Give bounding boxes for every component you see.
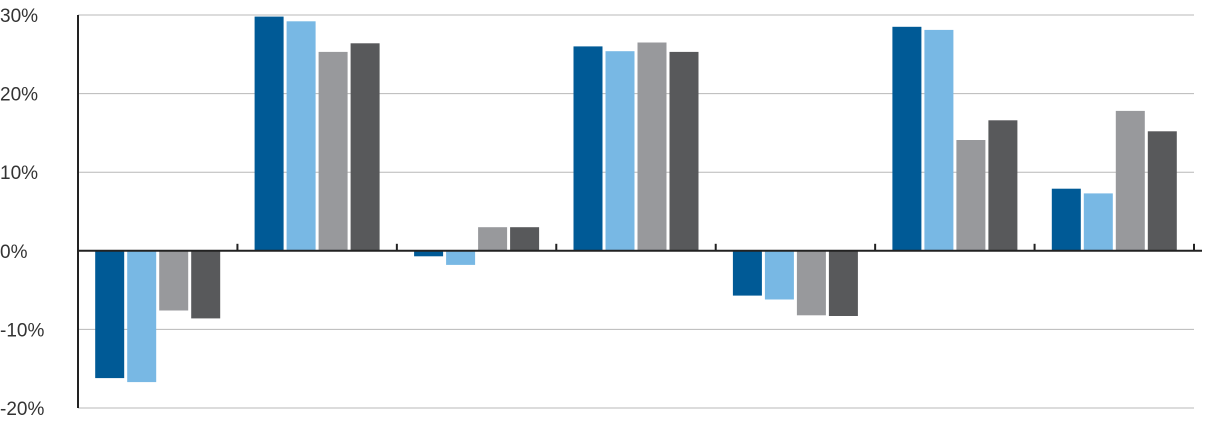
gridlines xyxy=(78,14,1194,409)
y-tick-label: 20% xyxy=(0,85,38,106)
bar xyxy=(637,42,667,251)
bar xyxy=(254,16,284,251)
bar xyxy=(1051,188,1081,251)
bar xyxy=(796,250,826,316)
bar xyxy=(605,51,635,251)
y-tick-label: 30% xyxy=(0,6,38,27)
bar xyxy=(478,227,508,251)
y-axis-labels: -20% -10% 0% 10% 20% 30% xyxy=(0,6,44,420)
bar xyxy=(414,250,444,257)
bar xyxy=(1147,131,1177,251)
bar xyxy=(191,250,221,319)
bars xyxy=(95,16,1177,383)
bar xyxy=(764,250,794,300)
bar xyxy=(669,51,699,251)
bar xyxy=(924,29,954,251)
bar xyxy=(988,120,1018,251)
bar xyxy=(510,227,540,251)
bar xyxy=(446,250,476,265)
bar xyxy=(956,140,986,251)
bar xyxy=(732,250,762,296)
bar xyxy=(286,21,316,251)
y-tick-label: -10% xyxy=(0,320,44,341)
bar xyxy=(318,51,348,251)
bar xyxy=(892,26,922,251)
bar xyxy=(573,46,603,251)
y-tick-label: 10% xyxy=(0,163,38,184)
bar xyxy=(1083,193,1113,251)
axes xyxy=(77,15,1202,408)
bar xyxy=(350,43,380,251)
bar xyxy=(828,250,858,316)
bar xyxy=(127,250,157,383)
bar xyxy=(1115,110,1145,251)
y-tick-label: -20% xyxy=(0,399,44,420)
bar xyxy=(159,250,189,311)
y-tick-label: 0% xyxy=(0,242,28,263)
bar xyxy=(95,250,125,379)
